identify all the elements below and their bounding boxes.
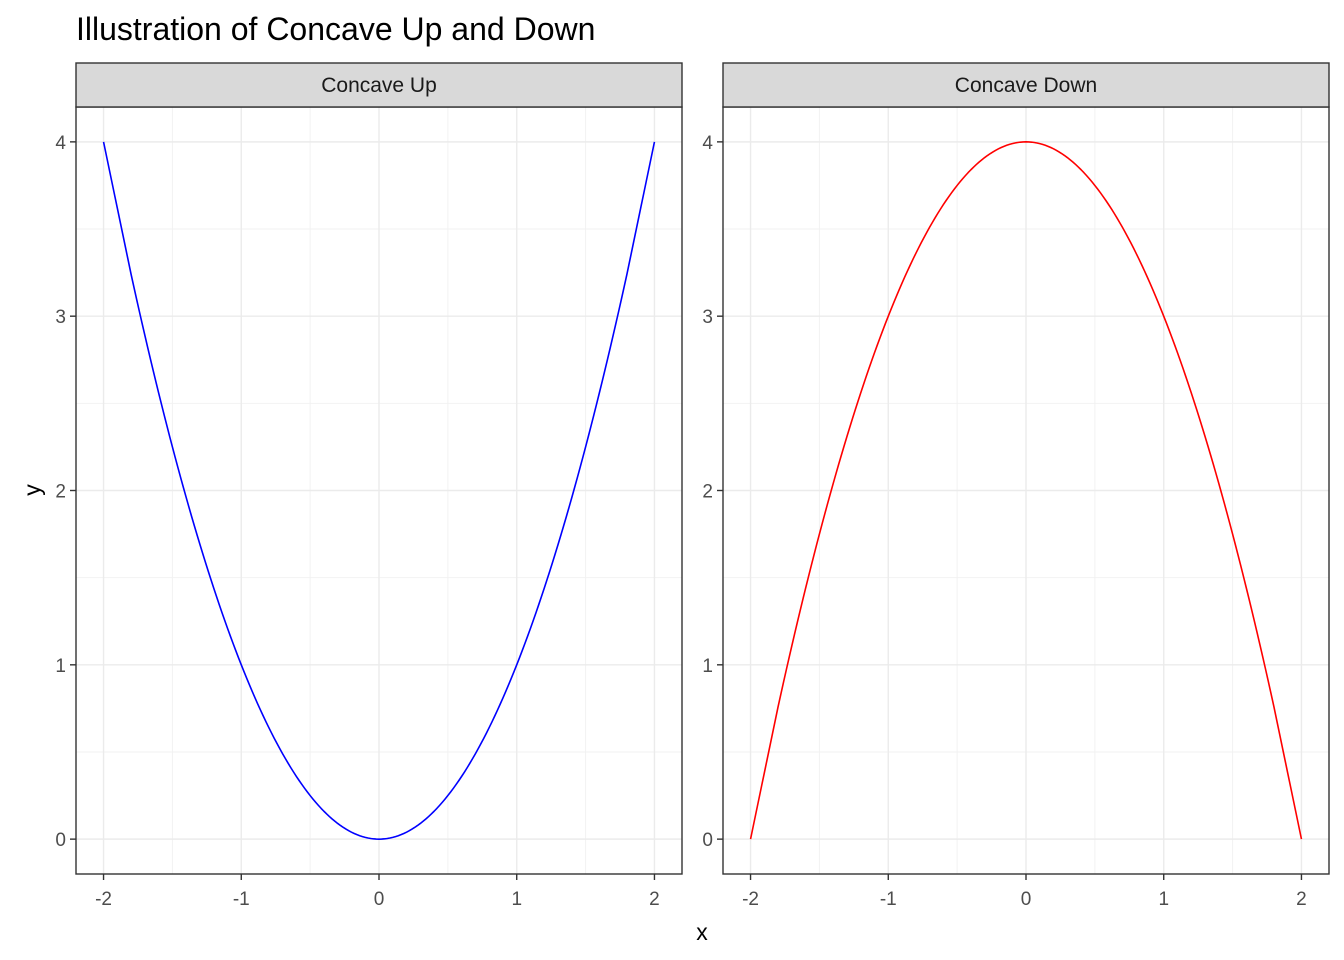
x-tick-label: -2 bbox=[95, 889, 112, 910]
x-tick-label: 0 bbox=[1021, 889, 1032, 910]
x-tick-label: 2 bbox=[1296, 889, 1307, 910]
y-tick-label: 1 bbox=[702, 656, 713, 677]
series-line-2 bbox=[749, 141, 1303, 840]
y-axis-title: y bbox=[19, 484, 45, 496]
x-tick-label: -2 bbox=[742, 889, 759, 910]
x-axis-title: x bbox=[696, 919, 708, 945]
facet-panel-2: Concave Down -2 -1 0 1 2 0 1 2 3 4 bbox=[702, 62, 1330, 910]
x-tick-label: 1 bbox=[1158, 889, 1169, 910]
x-tick-label: 1 bbox=[511, 889, 522, 910]
facet-panel-1: Concave Up -2 -1 0 1 2 0 1 2 3 4 bbox=[55, 62, 683, 910]
x-tick-label: 2 bbox=[649, 889, 660, 910]
y-tick-label: 4 bbox=[55, 133, 66, 154]
y-tick-label: 2 bbox=[55, 482, 66, 503]
facet-strip-label: Concave Up bbox=[321, 74, 437, 97]
y-tick-label: 4 bbox=[702, 133, 713, 154]
y-tick-label: 3 bbox=[702, 307, 713, 328]
facet-strip-label: Concave Down bbox=[955, 74, 1097, 97]
facet-strip bbox=[75, 62, 683, 108]
series-line-1 bbox=[102, 141, 656, 840]
y-tick-label: 2 bbox=[702, 482, 713, 503]
chart-title: Illustration of Concave Up and Down bbox=[76, 11, 595, 47]
x-tick-label: -1 bbox=[233, 889, 250, 910]
x-tick-label: -1 bbox=[880, 889, 897, 910]
y-tick-label: 3 bbox=[55, 307, 66, 328]
y-tick-label: 1 bbox=[55, 656, 66, 677]
x-tick-label: 0 bbox=[374, 889, 385, 910]
panels-layer: Concave Up -2 -1 0 1 2 0 1 2 3 4 Concave Down -2 -1 0 1… bbox=[55, 62, 1330, 910]
y-tick-label: 0 bbox=[702, 830, 713, 851]
facet-strip bbox=[722, 62, 1330, 108]
y-tick-label: 0 bbox=[55, 830, 66, 851]
